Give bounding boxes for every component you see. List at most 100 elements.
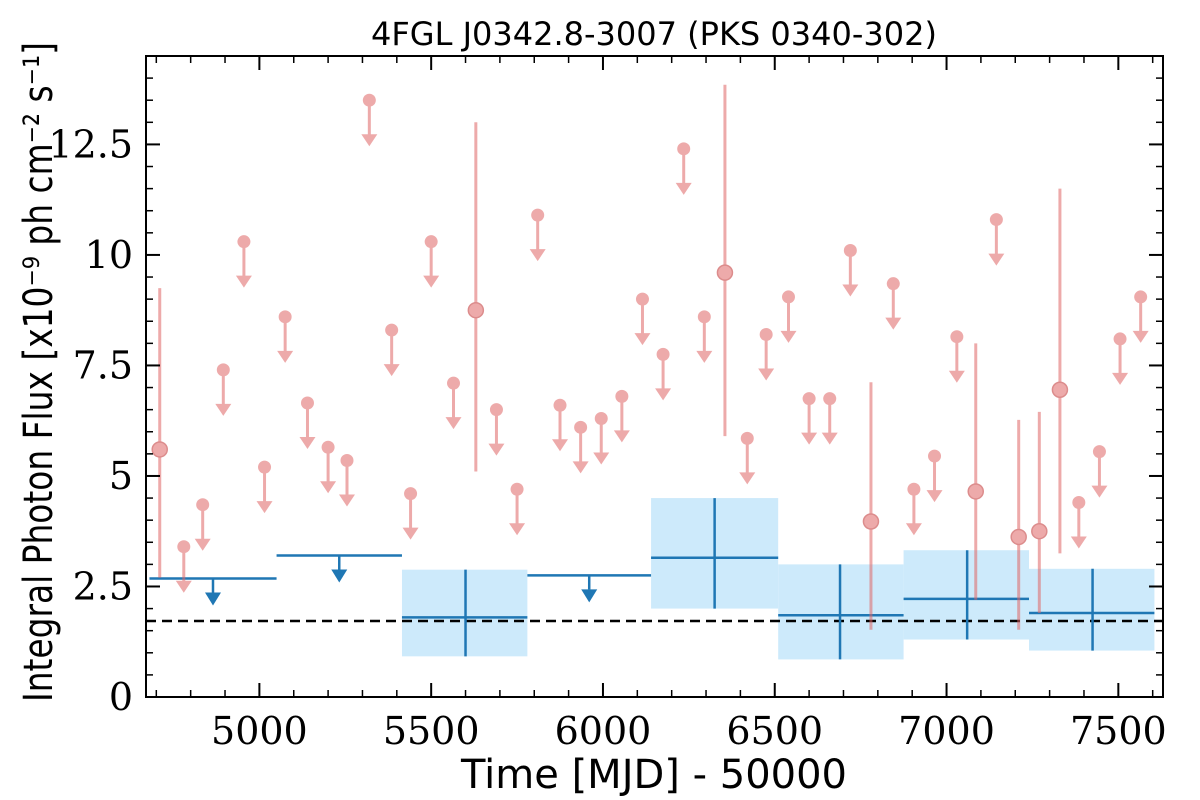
y-axis-label: Integral Photon Flux [x10⁻⁹ ph cm⁻² s⁻¹] <box>16 42 62 702</box>
short-bin-detection-6 <box>1031 411 1048 614</box>
short-bin-ul-marker <box>362 93 376 107</box>
x-tick-label: 6000 <box>555 709 652 753</box>
x-tick-label: 6500 <box>726 709 823 753</box>
short-bin-ul-arrow <box>235 275 252 288</box>
short-bin-upper-limit-22 <box>655 347 672 401</box>
short-bin-ul-marker <box>886 277 900 291</box>
short-bin-ul-arrow <box>383 364 400 377</box>
y-tick-label: 0 <box>109 675 133 719</box>
short-bin-upper-limit-35 <box>988 213 1005 266</box>
short-bin-ul-marker <box>759 328 773 342</box>
short-bin-detection-1 <box>467 122 485 472</box>
short-bin-ul-arrow <box>194 538 211 551</box>
short-bin-ul-arrow <box>634 333 651 346</box>
short-bin-det-marker <box>1031 522 1048 540</box>
short-bin-ul-marker <box>594 411 608 425</box>
short-bin-ul-marker <box>553 398 567 412</box>
short-bin-upper-limit-14 <box>488 403 505 456</box>
short-bin-upper-limit-4 <box>256 460 273 514</box>
short-bin-upper-limit-33 <box>926 449 943 503</box>
short-bin-ul-marker <box>258 460 272 474</box>
short-bin-upper-limit-28 <box>801 392 818 445</box>
short-bin-ul-marker <box>802 392 816 406</box>
short-bin-ul-arrow <box>885 317 902 330</box>
short-bin-upper-limit-15 <box>509 482 526 536</box>
short-bin-upper-limit-3 <box>235 235 252 288</box>
axes: 5000 5500 6000 6500 7000 7500 0 2.5 5 7.5 10 12.5 <box>48 55 1167 753</box>
short-bin-ul-arrow <box>675 182 692 195</box>
short-bin-ul-arrow <box>655 388 672 401</box>
y-tick-label: 7.5 <box>73 343 133 387</box>
short-bin-ul-arrow <box>423 275 440 288</box>
short-bin-ul-marker <box>677 142 691 156</box>
short-bin-ul-arrow <box>402 527 419 540</box>
short-bin-ul-marker <box>740 431 754 445</box>
y-tick-label: 12.5 <box>48 122 133 166</box>
short-bin-upper-limit-38 <box>1112 332 1129 385</box>
short-bin-ul-marker <box>989 213 1003 227</box>
short-bin-ul-arrow <box>299 437 316 450</box>
short-bin-ul-marker <box>1134 290 1148 304</box>
short-bin-upper-limit-32 <box>905 482 922 536</box>
short-bin-det-marker <box>862 513 880 530</box>
short-bin-ul-arrow <box>509 523 526 536</box>
short-bin-upper-limit-37 <box>1091 445 1108 498</box>
short-bin-ul-marker <box>321 440 335 454</box>
short-bin-upper-limit-19 <box>593 411 610 465</box>
short-bin-upper-limit-7 <box>320 440 337 494</box>
short-bin-upper-limit-20 <box>613 389 630 443</box>
short-bin-ul-arrow <box>256 501 273 514</box>
short-bin-ul-arrow <box>926 490 943 503</box>
short-bin-detection-2 <box>716 84 734 437</box>
short-bin-upper-limit-17 <box>552 398 569 452</box>
short-bin-ul-marker <box>300 396 314 410</box>
short-bin-ul-arrow <box>613 430 630 443</box>
x-tick-label: 5000 <box>211 709 308 753</box>
short-bin-detection-0 <box>151 288 168 578</box>
short-bin-ul-arrow <box>488 443 505 456</box>
short-bin-ul-arrow <box>780 330 797 343</box>
short-bin-ul-marker <box>216 363 230 377</box>
short-bin-detection-3 <box>862 382 880 630</box>
short-bin-ul-marker <box>196 498 210 512</box>
short-bin-ul-marker <box>1113 332 1127 346</box>
short-bin-ul-arrow <box>593 452 610 465</box>
short-bin-ul-arrow <box>572 461 589 474</box>
short-bin-ul-arrow <box>361 134 378 147</box>
short-bin-ul-marker <box>177 540 191 554</box>
short-bin-ul-marker <box>928 449 942 463</box>
short-bin-upper-limit-26 <box>758 328 775 381</box>
long-bin-ul-arrow-1 <box>331 569 348 583</box>
short-bin-ul-marker <box>843 244 857 258</box>
short-bin-ul-marker <box>823 392 837 406</box>
short-bin-det-marker <box>967 483 984 500</box>
y-tick-label: 5 <box>109 454 133 498</box>
short-bin-upper-limit-2 <box>215 363 232 416</box>
short-bin-upper-limit-23 <box>675 142 692 195</box>
short-bin-ul-arrow <box>277 350 294 363</box>
short-bin-ul-marker <box>237 235 251 249</box>
short-bin-detection-7 <box>1051 188 1069 554</box>
short-bin-ul-arrow <box>1091 485 1108 498</box>
short-bin-upper-limit-10 <box>383 323 400 377</box>
short-bin-ul-arrow <box>338 494 355 507</box>
short-bin-ul-arrow <box>175 580 192 593</box>
short-bin-upper-limit-31 <box>885 277 902 330</box>
short-bin-upper-limit-25 <box>739 431 756 485</box>
x-tick-label: 7500 <box>1070 709 1167 753</box>
short-bin-ul-marker <box>278 310 292 324</box>
short-bin-upper-limit-0 <box>175 540 192 593</box>
short-bin-ul-marker <box>950 330 964 344</box>
short-bin-ul-arrow <box>445 417 462 430</box>
short-bin-upper-limit-16 <box>529 208 546 262</box>
short-bin-upper-limit-12 <box>423 235 440 288</box>
short-bin-det-marker <box>1051 381 1069 399</box>
short-bin-upper-limit-39 <box>1132 290 1149 343</box>
x-axis-label: Time [MJD] - 50000 <box>460 752 847 798</box>
short-bin-upper-limit-36 <box>1070 495 1087 549</box>
short-bin-ul-arrow <box>801 432 818 445</box>
short-bin-ul-marker <box>615 389 629 403</box>
short-bin-ul-marker <box>340 453 354 467</box>
